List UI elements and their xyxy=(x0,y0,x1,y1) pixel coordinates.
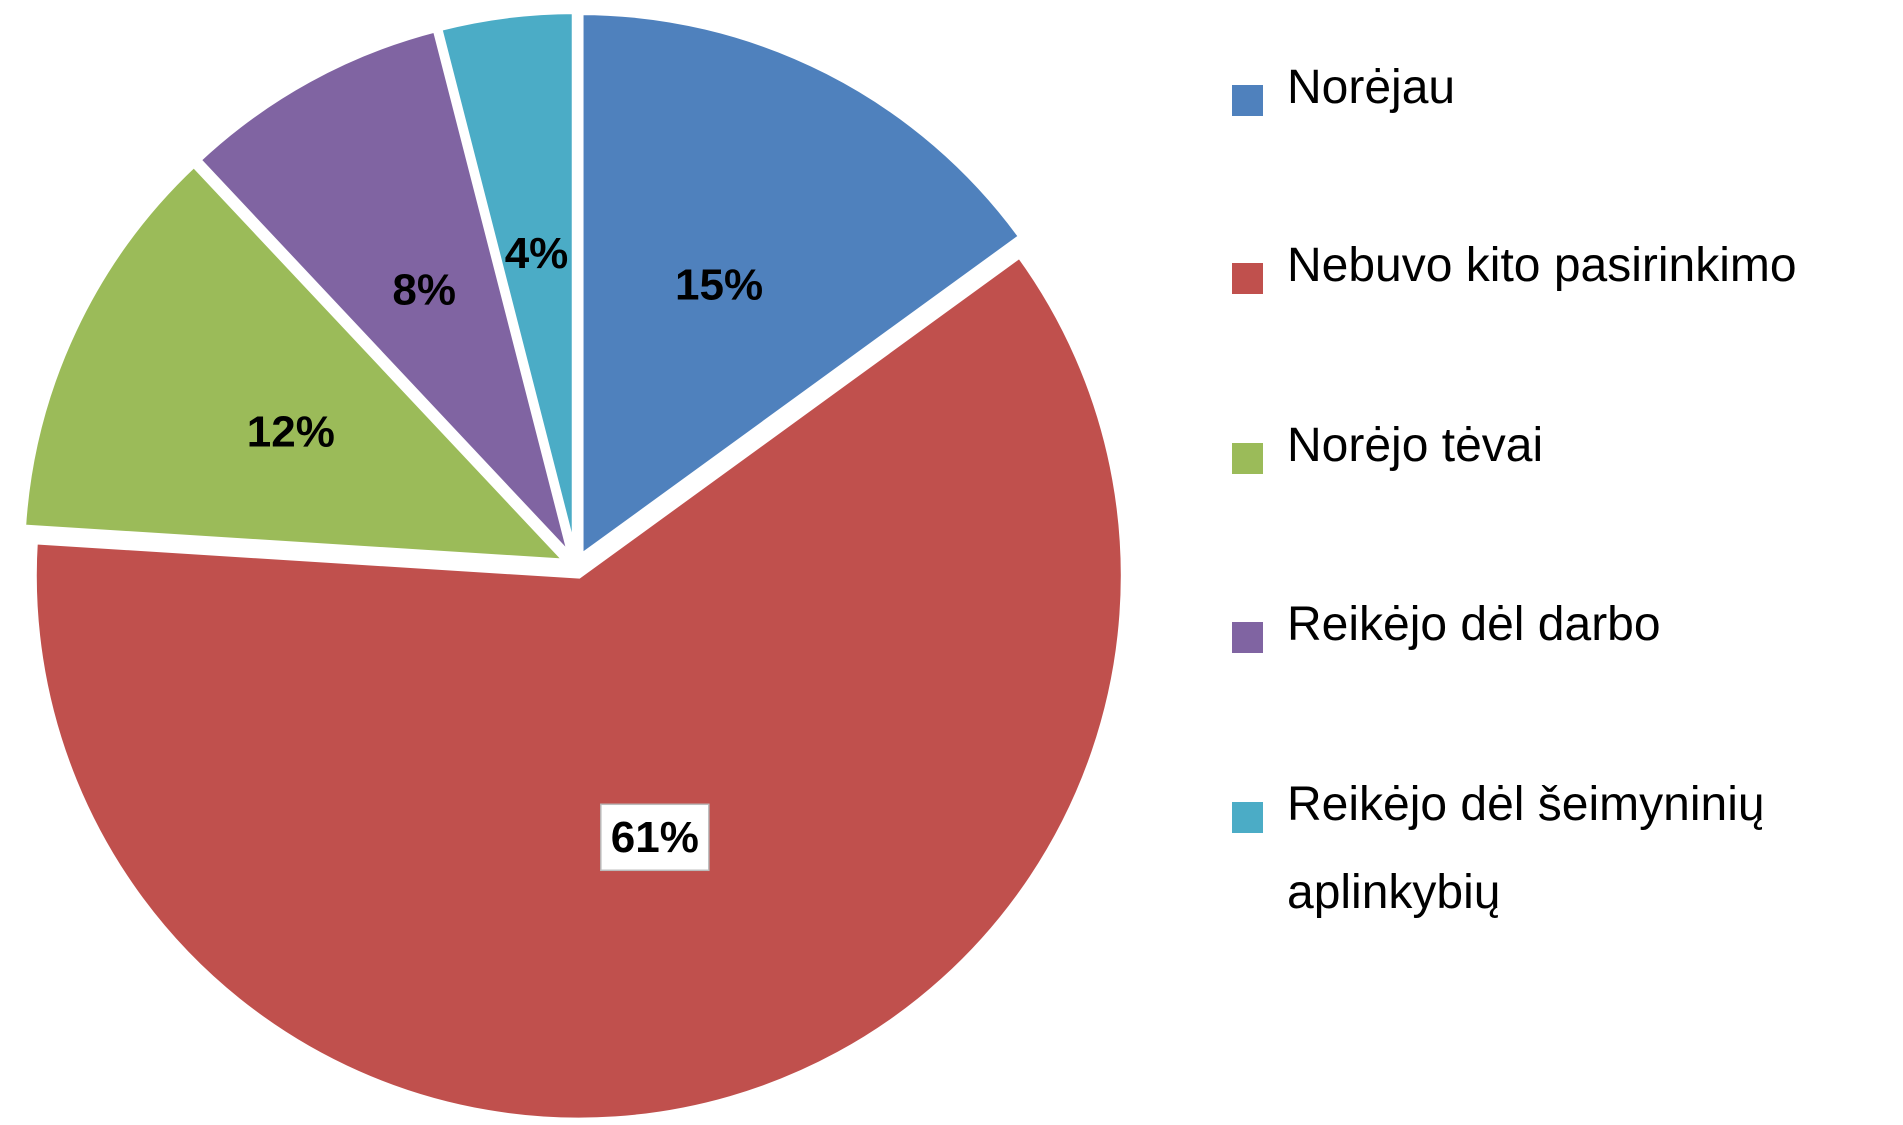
data-label-box xyxy=(600,803,710,872)
legend-item: Nebuvo kito pasirinkimo xyxy=(1232,239,1872,310)
legend-swatch xyxy=(1232,85,1263,116)
pie-slice xyxy=(19,160,575,566)
legend-label: Nebuvo kito pasirinkimo xyxy=(1287,239,1797,292)
pie-slice xyxy=(435,8,578,557)
pie-slice xyxy=(193,25,575,560)
legend-item: Reikėjo dėl šeimyninių aplinkybių xyxy=(1232,778,1872,937)
legend-label: Reikėjo dėl darbo xyxy=(1287,598,1661,651)
data-label: 8% xyxy=(392,265,456,314)
legend-swatch xyxy=(1232,443,1263,474)
legend-label: Norėjo tėvai xyxy=(1287,419,1544,472)
legend-swatch xyxy=(1232,802,1263,833)
legend-swatch xyxy=(1232,263,1263,294)
data-label: 12% xyxy=(247,407,335,456)
data-label: 15% xyxy=(675,261,763,310)
legend-label: Reikėjo dėl šeimyninių aplinkybių xyxy=(1287,778,1765,919)
legend-item: Reikėjo dėl darbo xyxy=(1232,598,1872,669)
legend-swatch xyxy=(1232,622,1263,653)
legend-item: Norėjau xyxy=(1232,61,1872,132)
legend-label: Norėjau xyxy=(1287,61,1456,114)
pie-slice xyxy=(30,251,1127,1124)
data-label: 4% xyxy=(505,229,569,278)
data-label: 61% xyxy=(611,813,699,862)
legend-item: Norėjo tėvai xyxy=(1232,419,1872,490)
pie-slice xyxy=(577,9,1026,563)
